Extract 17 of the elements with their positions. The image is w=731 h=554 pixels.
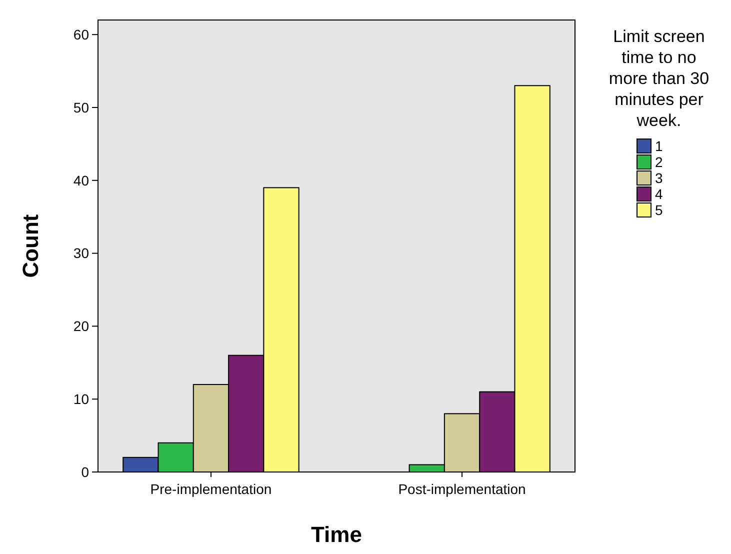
legend-label: 5 [655,202,663,218]
y-tick-label: 60 [73,26,90,42]
x-tick-label: Pre-implementation [150,481,272,497]
legend-label: 4 [655,186,663,202]
y-tick-label: 20 [73,318,90,334]
y-tick-label: 40 [73,172,90,188]
y-axis-title: Count [18,214,43,278]
y-tick-label: 10 [73,390,90,407]
x-axis-title: Time [311,522,362,547]
y-tick-label: 0 [81,464,90,480]
x-tick-label: Post-implementation [398,481,526,497]
legend-label: 2 [655,154,663,170]
y-tick-label: 30 [73,245,90,262]
legend-label: 3 [655,170,663,186]
legend-label: 1 [655,138,663,154]
legend-title: Limit screen time to no more than 30 minutes per week. [608,27,710,130]
y-tick-label: 50 [73,99,90,116]
